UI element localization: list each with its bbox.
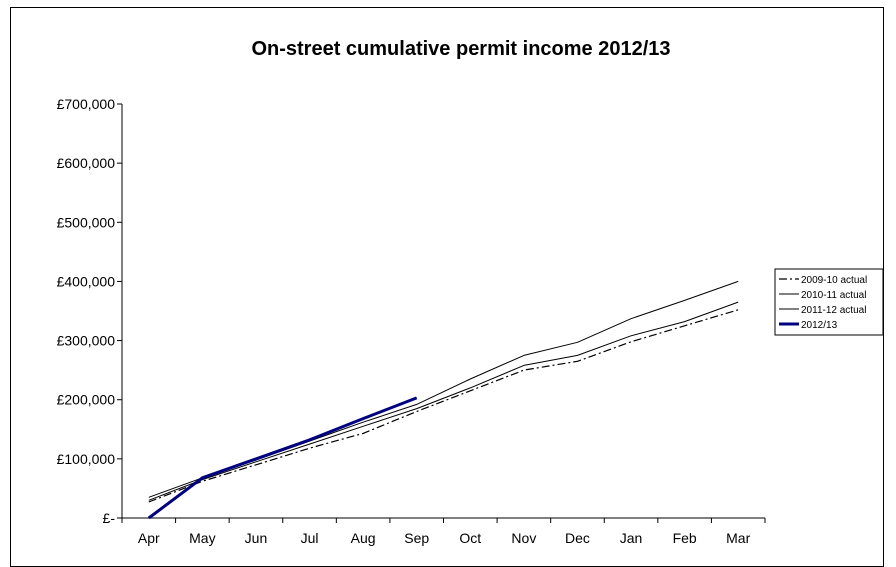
x-tick-label: Jan xyxy=(620,530,643,546)
x-tick-label: Sep xyxy=(404,530,429,546)
series-line-2012-13 xyxy=(147,396,418,520)
legend-label: 2010-11 actual xyxy=(801,290,866,301)
chart-title: On-street cumulative permit income 2012/… xyxy=(251,38,670,60)
line-chart: On-street cumulative permit income 2012/… xyxy=(57,38,883,546)
x-tick-label: Aug xyxy=(351,530,376,546)
y-tick-label: £100,000 xyxy=(57,451,116,467)
x-tick-label: May xyxy=(189,530,215,546)
x-tick-label: Nov xyxy=(511,530,536,546)
y-tick-label: £600,000 xyxy=(57,155,116,171)
y-tick-label: £700,000 xyxy=(57,96,116,112)
series-layer xyxy=(147,280,739,520)
x-axis-ticks: Apr May Jun Jul Aug Sep Oct Nov Dec Jan Feb Mar xyxy=(121,518,766,546)
y-tick-label: £200,000 xyxy=(57,392,116,408)
x-tick-label: Oct xyxy=(459,530,481,546)
axes xyxy=(121,104,765,519)
x-tick-label: Jun xyxy=(245,530,268,546)
y-tick-label: £400,000 xyxy=(57,273,116,289)
y-tick-label: £300,000 xyxy=(57,333,116,349)
legend: 2009-10 actual 2010-11 actual 2011-12 actu… xyxy=(774,268,883,336)
series-line-2010-11-actual xyxy=(148,301,739,501)
x-tick-label: Apr xyxy=(138,530,160,546)
x-tick-label: Feb xyxy=(673,530,697,546)
series-line-2009-10-actual xyxy=(148,309,739,503)
chart-frame: On-street cumulative permit income 2012/… xyxy=(10,7,884,567)
y-tick-label: £500,000 xyxy=(57,214,116,230)
y-tick-label: £- xyxy=(103,510,116,526)
x-tick-label: Dec xyxy=(565,530,590,546)
legend-label: 2009-10 actual xyxy=(801,275,867,286)
y-axis-ticks: £- £100,000 £200,000 £300,000 £400,000 £500,0… xyxy=(57,96,122,526)
x-tick-label: Jul xyxy=(301,530,319,546)
legend-label: 2011-12 actual xyxy=(801,305,866,316)
legend-label: 2012/13 xyxy=(801,320,838,331)
x-tick-label: Mar xyxy=(726,530,750,546)
